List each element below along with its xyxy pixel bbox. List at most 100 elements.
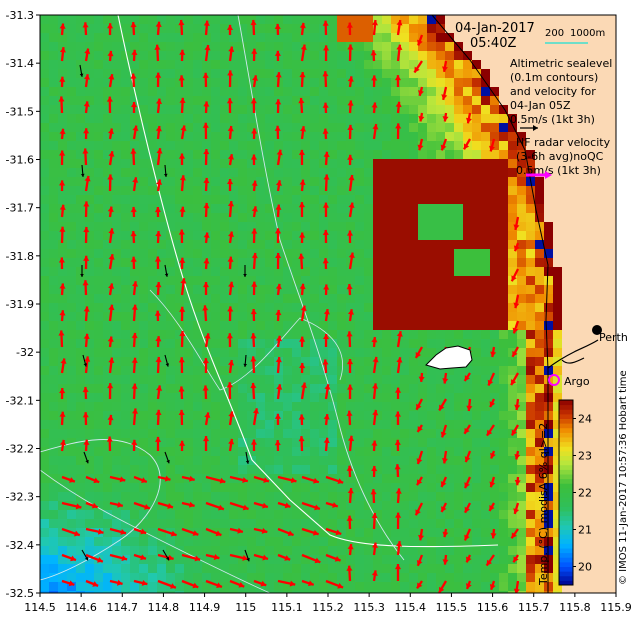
colorbar-segment bbox=[559, 538, 573, 544]
arrow-head bbox=[276, 384, 283, 390]
arrow-head bbox=[464, 375, 471, 382]
colorbar-segment bbox=[559, 497, 573, 503]
alt-legend-line-2: (0.1m contours) bbox=[510, 71, 598, 84]
arrow-head bbox=[251, 48, 258, 54]
arrow-head bbox=[68, 580, 75, 587]
arrow-head bbox=[243, 274, 247, 277]
arrow-head bbox=[323, 151, 330, 158]
arrow-head bbox=[511, 429, 518, 436]
x-tick-label: 115 bbox=[235, 601, 256, 614]
arrow-head bbox=[97, 556, 103, 563]
arrow-head bbox=[440, 431, 447, 438]
colorbar-tick-label: 21 bbox=[578, 524, 592, 537]
arrow-head bbox=[178, 153, 186, 159]
contour-line bbox=[40, 439, 161, 581]
arrow-head bbox=[155, 21, 162, 27]
arrow-head bbox=[415, 509, 421, 516]
arrow-head bbox=[85, 459, 89, 464]
arrow-head bbox=[250, 19, 257, 26]
arrow-head bbox=[348, 202, 355, 209]
arrow-head bbox=[348, 435, 355, 442]
arrow-head bbox=[156, 179, 163, 185]
arrow-head bbox=[130, 148, 137, 154]
alt-legend-line-5: 0.5m/s (1kt 3h) bbox=[510, 113, 595, 126]
arrow-head bbox=[119, 476, 126, 483]
arrow-head bbox=[394, 564, 402, 570]
arrow-head bbox=[250, 154, 258, 160]
arrow-head bbox=[131, 49, 138, 56]
arrow-head bbox=[163, 173, 168, 177]
y-tick-label: -31.7 bbox=[6, 202, 34, 215]
arrow-head bbox=[274, 125, 281, 131]
colorbar-label: Temp. (°C) modisA 6% ql>=2 bbox=[537, 423, 550, 586]
arrow-head bbox=[155, 72, 162, 78]
arrow-head bbox=[154, 436, 162, 442]
arrow-head bbox=[107, 336, 114, 342]
arrow-head bbox=[167, 554, 174, 561]
colorbar-segment bbox=[559, 520, 573, 526]
arrow-head bbox=[466, 405, 473, 411]
arrow-head bbox=[418, 534, 425, 541]
arrow-head bbox=[192, 530, 199, 536]
arrow-head bbox=[252, 75, 259, 81]
x-tick-label: 115.9 bbox=[600, 601, 632, 614]
arrow-head bbox=[194, 555, 201, 562]
arrow-head bbox=[486, 429, 493, 436]
arrow-head bbox=[487, 379, 494, 386]
arrow-head bbox=[131, 357, 138, 364]
arrow-head bbox=[490, 351, 497, 358]
hf-radar-arrows bbox=[58, 19, 521, 593]
arrow-head bbox=[274, 413, 281, 419]
hf-legend-line-2: (3-6h avg)noQC bbox=[516, 150, 604, 163]
arrow-head bbox=[59, 150, 66, 156]
arrow-head bbox=[203, 202, 210, 209]
arrow-head bbox=[511, 379, 517, 386]
arrow-head bbox=[179, 175, 186, 181]
arrow-head bbox=[442, 378, 449, 384]
arrow-head bbox=[417, 426, 423, 432]
arrow-head bbox=[414, 66, 420, 73]
arrow-head bbox=[370, 50, 377, 56]
arrow-head bbox=[323, 334, 330, 340]
arrow-head bbox=[489, 504, 495, 511]
x-tick-label: 115.1 bbox=[271, 601, 303, 614]
arrow-head bbox=[418, 115, 425, 122]
arrow-head bbox=[371, 542, 378, 549]
arrow-head bbox=[275, 180, 282, 186]
arrow-head bbox=[82, 386, 89, 393]
arrow-head bbox=[130, 22, 137, 28]
colorbar-segment bbox=[559, 575, 573, 581]
arrow-head bbox=[395, 488, 402, 494]
arrow-head bbox=[322, 229, 329, 236]
arrow-head bbox=[441, 458, 448, 464]
arrow-head bbox=[107, 383, 114, 389]
arrow-head bbox=[59, 439, 66, 446]
arrow-head bbox=[323, 174, 330, 180]
arrow-head bbox=[106, 436, 113, 442]
arrow-head bbox=[83, 226, 90, 233]
arrow-head bbox=[418, 376, 425, 382]
arrow-head bbox=[82, 148, 89, 154]
arrow-head bbox=[107, 206, 114, 212]
arrow-head bbox=[298, 202, 305, 208]
arrow-head bbox=[323, 45, 330, 51]
arrow-head bbox=[203, 258, 210, 264]
x-tick-label: 115.7 bbox=[518, 601, 550, 614]
arrow-head bbox=[298, 149, 305, 155]
arrow-head bbox=[116, 579, 123, 586]
y-tick-label: -32.5 bbox=[6, 587, 34, 600]
arrow-head bbox=[238, 581, 245, 588]
arrow-head bbox=[242, 504, 249, 511]
arrow-head bbox=[245, 460, 250, 464]
arrow-head bbox=[84, 556, 89, 561]
arrow-head bbox=[371, 75, 378, 81]
arrow-head bbox=[132, 281, 139, 287]
arrow-head bbox=[93, 477, 100, 484]
arrow-head bbox=[372, 124, 379, 130]
arrow-head bbox=[179, 206, 186, 213]
arrow-head bbox=[299, 283, 306, 290]
arrow-head bbox=[371, 570, 378, 576]
arrow-head bbox=[394, 411, 401, 417]
arrow-head bbox=[251, 281, 258, 287]
arrow-head bbox=[227, 306, 234, 312]
